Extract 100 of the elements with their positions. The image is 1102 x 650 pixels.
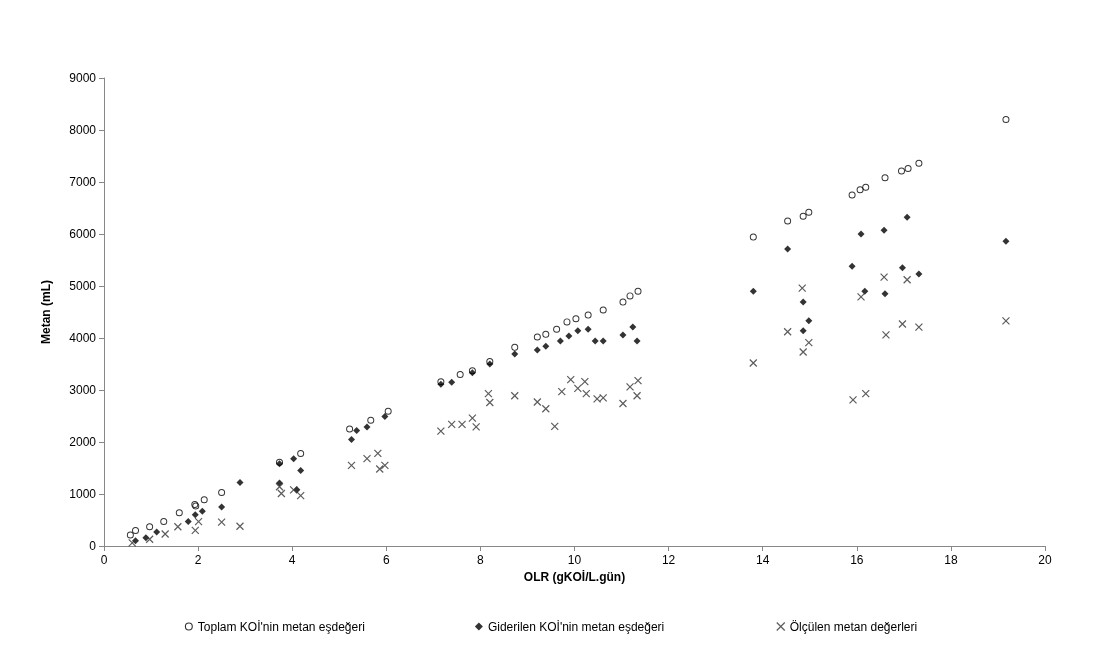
point (857, 230, 865, 238)
point (572, 315, 580, 323)
x-tick-label: 6 (382, 553, 390, 567)
point (553, 325, 561, 333)
point (799, 212, 807, 220)
point (161, 529, 170, 539)
point (447, 420, 456, 429)
x-tick-label: 20 (1038, 553, 1052, 567)
point (580, 377, 589, 386)
point (881, 290, 889, 298)
point (367, 416, 375, 424)
point (184, 518, 192, 526)
point (145, 535, 154, 544)
point (914, 322, 924, 332)
point (375, 464, 384, 474)
point (749, 358, 758, 368)
point (619, 298, 627, 306)
point (533, 397, 542, 407)
point (599, 337, 607, 345)
point (783, 327, 792, 336)
point (574, 327, 582, 335)
y-tick-label: 4000 (69, 331, 97, 345)
point (533, 333, 541, 341)
x-tick-label: 12 (661, 553, 676, 567)
point (128, 538, 137, 547)
point (363, 423, 371, 431)
y-tick-label: 7000 (69, 175, 97, 189)
point (235, 522, 245, 531)
x-tick-label: 14 (756, 553, 770, 567)
point (191, 511, 199, 519)
y-tick-label: 5000 (69, 279, 97, 293)
point (472, 422, 481, 432)
point (297, 449, 305, 457)
point (848, 191, 856, 199)
point (217, 517, 226, 527)
point (599, 306, 607, 314)
point (749, 233, 757, 241)
x-tick-label: 4 (288, 553, 296, 567)
point (200, 496, 208, 504)
point (799, 298, 807, 306)
point (511, 350, 519, 358)
point (634, 287, 642, 295)
point (146, 523, 154, 531)
point (218, 488, 226, 496)
point (448, 378, 456, 386)
point (903, 275, 912, 284)
y-tick-label: 1000 (69, 487, 97, 501)
point (198, 507, 206, 515)
point (584, 311, 592, 319)
point (510, 391, 519, 400)
point (542, 330, 550, 338)
point (582, 389, 591, 398)
point (848, 262, 856, 270)
point (799, 347, 808, 357)
point (191, 526, 200, 535)
y-tick-label: 6000 (69, 227, 97, 241)
point (556, 337, 564, 345)
legend-label: Toplam KOİ'nin metan eşdeğeri (197, 619, 365, 634)
point (533, 346, 541, 354)
point (898, 319, 907, 329)
point (856, 292, 866, 302)
point (784, 217, 792, 225)
point (194, 517, 203, 526)
point (456, 370, 464, 378)
point (903, 213, 911, 221)
point (236, 479, 244, 487)
point (557, 387, 566, 396)
point (805, 208, 813, 216)
point (384, 407, 392, 415)
point (904, 164, 912, 172)
point (626, 292, 634, 300)
point (784, 245, 792, 253)
x-tick-label: 8 (477, 553, 485, 567)
point (625, 382, 635, 391)
point (173, 522, 182, 531)
y-tick-label: 8000 (69, 123, 97, 137)
point (1002, 116, 1010, 124)
legend-label: Ölçülen metan değerleri (789, 619, 918, 634)
point (541, 404, 550, 413)
y-tick-label: 2000 (69, 435, 97, 449)
point (898, 167, 905, 175)
point (381, 413, 389, 421)
point (861, 287, 869, 295)
point (468, 413, 477, 423)
legend-label: Giderilen KOİ'nin metan eşdeğeri (487, 619, 665, 634)
point (290, 455, 298, 463)
point (218, 503, 226, 511)
point (550, 422, 559, 431)
point (353, 427, 361, 435)
point (566, 375, 575, 384)
point (175, 509, 183, 517)
point (619, 331, 627, 339)
point (511, 343, 519, 351)
x-tick-label: 0 (100, 553, 108, 567)
y-axis-title: Metan (mL) (39, 280, 53, 344)
point (915, 270, 923, 278)
point (289, 485, 298, 494)
point (798, 283, 807, 293)
point (629, 323, 637, 331)
point (542, 342, 550, 350)
